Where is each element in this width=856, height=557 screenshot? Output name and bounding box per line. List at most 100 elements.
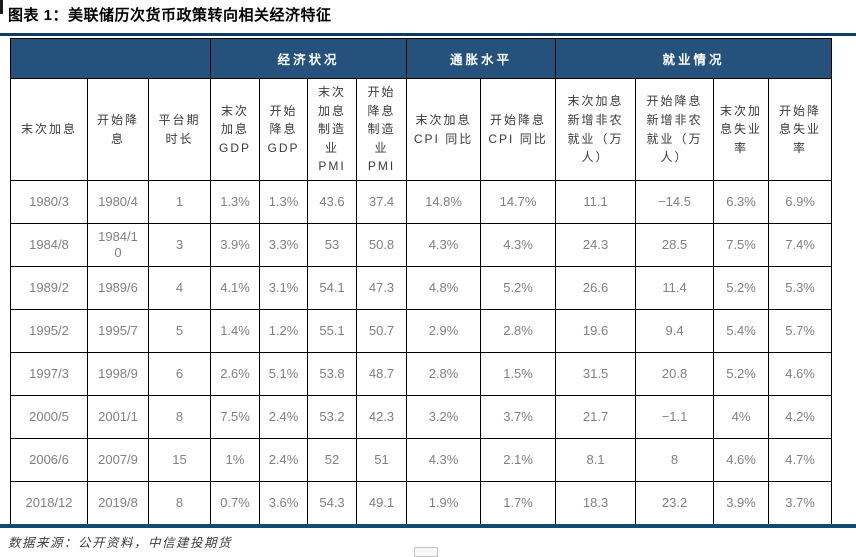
table-cell: 2000/5 bbox=[10, 395, 88, 439]
table-cell: 8.1 bbox=[555, 438, 637, 482]
table-cell: 28.5 bbox=[635, 223, 715, 267]
table-cell: 1980/3 bbox=[10, 180, 88, 224]
table-cell: 5.3% bbox=[768, 266, 833, 310]
col-header-hike-cpi: 末次加息 CPI 同比 bbox=[406, 78, 482, 181]
page-footer-artifact bbox=[414, 547, 438, 557]
table-cell: 15 bbox=[147, 438, 212, 482]
table-cell: 4.1% bbox=[210, 266, 261, 310]
table-cell: 51 bbox=[356, 438, 408, 482]
col-header-cut-start: 开始降息 bbox=[87, 78, 149, 181]
table-row: 2018/12 2019/8 8 0.7% 3.6% 54.3 49.1 1.9% 1.7% 18… bbox=[10, 481, 833, 525]
table-row: 1989/2 1989/6 4 4.1% 3.1% 54.1 47.3 4.8% 5.2% 26.… bbox=[10, 266, 833, 310]
table-cell: 1989/2 bbox=[10, 266, 88, 310]
table-cell: 49.1 bbox=[356, 481, 408, 525]
table-cell: 4.7% bbox=[768, 438, 833, 482]
table-cell: 2.4% bbox=[259, 395, 309, 439]
table-cell: 2018/12 bbox=[10, 481, 88, 525]
table-cell: 6.9% bbox=[768, 180, 833, 224]
col-header-cut-pmi: 开始降息制造业PMI bbox=[356, 78, 408, 181]
table-cell: 24.3 bbox=[555, 223, 637, 267]
table-cell: 4.3% bbox=[480, 223, 557, 267]
table-cell: 4.3% bbox=[406, 438, 482, 482]
table-cell: 7.4% bbox=[768, 223, 833, 267]
table-cell: 2001/1 bbox=[87, 395, 149, 439]
col-header-hike-pmi: 末次加息制造业PMI bbox=[307, 78, 358, 181]
table-cell: 1989/6 bbox=[87, 266, 149, 310]
page-title: 图表 1：美联储历次货币政策转向相关经济特征 bbox=[8, 7, 332, 24]
table-cell: 0.7% bbox=[210, 481, 261, 525]
col-header-hike-nfp: 末次加息新增非农就业（万人） bbox=[555, 78, 637, 181]
table-cell: 5.2% bbox=[480, 266, 557, 310]
table-cell: 4.8% bbox=[406, 266, 482, 310]
table-cell: 2019/8 bbox=[87, 481, 149, 525]
table-cell: 3.2% bbox=[406, 395, 482, 439]
table-cell: 4% bbox=[713, 395, 770, 439]
table-cell: 53.8 bbox=[307, 352, 358, 396]
col-header-last-hike: 末次加息 bbox=[10, 78, 88, 181]
col-header-cut-unemp: 开始降息失业率 bbox=[768, 78, 833, 181]
group-header-employment: 就业情况 bbox=[555, 38, 833, 79]
table-cell: 2007/9 bbox=[87, 438, 149, 482]
col-header-cut-cpi: 开始降息 CPI 同比 bbox=[480, 78, 557, 181]
col-header-plateau: 平台期时长 bbox=[147, 78, 212, 181]
table-cell: 1.3% bbox=[210, 180, 261, 224]
table-cell: 14.7% bbox=[480, 180, 557, 224]
table-cell: 3.9% bbox=[713, 481, 770, 525]
table-cell: 50.8 bbox=[356, 223, 408, 267]
table-cell: 7.5% bbox=[210, 395, 261, 439]
table-cell: 3.7% bbox=[768, 481, 833, 525]
table-cell: 3.6% bbox=[259, 481, 309, 525]
table-cell: 3.7% bbox=[480, 395, 557, 439]
table-cell: 55.1 bbox=[307, 309, 358, 353]
table-cell: 21.7 bbox=[555, 395, 637, 439]
table-cell: 5.2% bbox=[713, 266, 770, 310]
table-row: 1984/8 1984/10 3 3.9% 3.3% 53 50.8 4.3% 4.3% 24.3… bbox=[10, 223, 833, 267]
table-cell: 5.4% bbox=[713, 309, 770, 353]
table-cell: −14.5 bbox=[635, 180, 715, 224]
table-cell: 1.3% bbox=[259, 180, 309, 224]
table-cell: 1984/8 bbox=[10, 223, 88, 267]
table-cell: 54.1 bbox=[307, 266, 358, 310]
table-cell: 2.8% bbox=[406, 352, 482, 396]
table-cell: 47.3 bbox=[356, 266, 408, 310]
footer-divider-rule bbox=[0, 524, 856, 528]
table-cell: 2.9% bbox=[406, 309, 482, 353]
table-cell: 43.6 bbox=[307, 180, 358, 224]
table-row: 1980/3 1980/4 1 1.3% 1.3% 43.6 37.4 14.8% 14.7% 1… bbox=[10, 180, 833, 224]
table-cell: 1.2% bbox=[259, 309, 309, 353]
table-cell: 54.3 bbox=[307, 481, 358, 525]
table-cell: 1.5% bbox=[480, 352, 557, 396]
table-cell: 23.2 bbox=[635, 481, 715, 525]
table-cell: 31.5 bbox=[555, 352, 637, 396]
table-cell: 18.3 bbox=[555, 481, 637, 525]
group-header-blank bbox=[9, 38, 212, 79]
table-cell: 4.2% bbox=[768, 395, 833, 439]
table-cell: 9.4 bbox=[635, 309, 715, 353]
table-row: 2006/6 2007/9 15 1% 2.4% 52 51 4.3% 2.1% 8.1 8 4.6%… bbox=[10, 438, 833, 482]
col-header-hike-unemp: 末次加息失业率 bbox=[713, 78, 770, 181]
page-corner-mark bbox=[0, 0, 3, 14]
table-cell: 5 bbox=[147, 309, 212, 353]
table-cell: 1980/4 bbox=[87, 180, 149, 224]
table-cell: 4 bbox=[147, 266, 212, 310]
group-header-inflation: 通胀水平 bbox=[406, 38, 557, 79]
table-cell: 50.7 bbox=[356, 309, 408, 353]
table-cell: 5.1% bbox=[259, 352, 309, 396]
table-cell: −1.1 bbox=[635, 395, 715, 439]
table-cell: 42.3 bbox=[356, 395, 408, 439]
table-cell: 4.6% bbox=[713, 438, 770, 482]
table-cell: 6 bbox=[147, 352, 212, 396]
table-cell: 52 bbox=[307, 438, 358, 482]
table-cell: 3 bbox=[147, 223, 212, 267]
table-cell: 1 bbox=[147, 180, 212, 224]
table-row: 2000/5 2001/1 8 7.5% 2.4% 53.2 42.3 3.2% 3.7% 21.… bbox=[10, 395, 833, 439]
table-cell: 11.1 bbox=[555, 180, 637, 224]
table-cell: 37.4 bbox=[356, 180, 408, 224]
table-cell: 53.2 bbox=[307, 395, 358, 439]
table-cell: 1997/3 bbox=[10, 352, 88, 396]
table-cell: 4.3% bbox=[406, 223, 482, 267]
table-cell: 14.8% bbox=[406, 180, 482, 224]
table-group-header-row: 经济状况 通胀水平 就业情况 bbox=[9, 38, 833, 79]
table-cell: 26.6 bbox=[555, 266, 637, 310]
group-header-economy: 经济状况 bbox=[210, 38, 408, 79]
